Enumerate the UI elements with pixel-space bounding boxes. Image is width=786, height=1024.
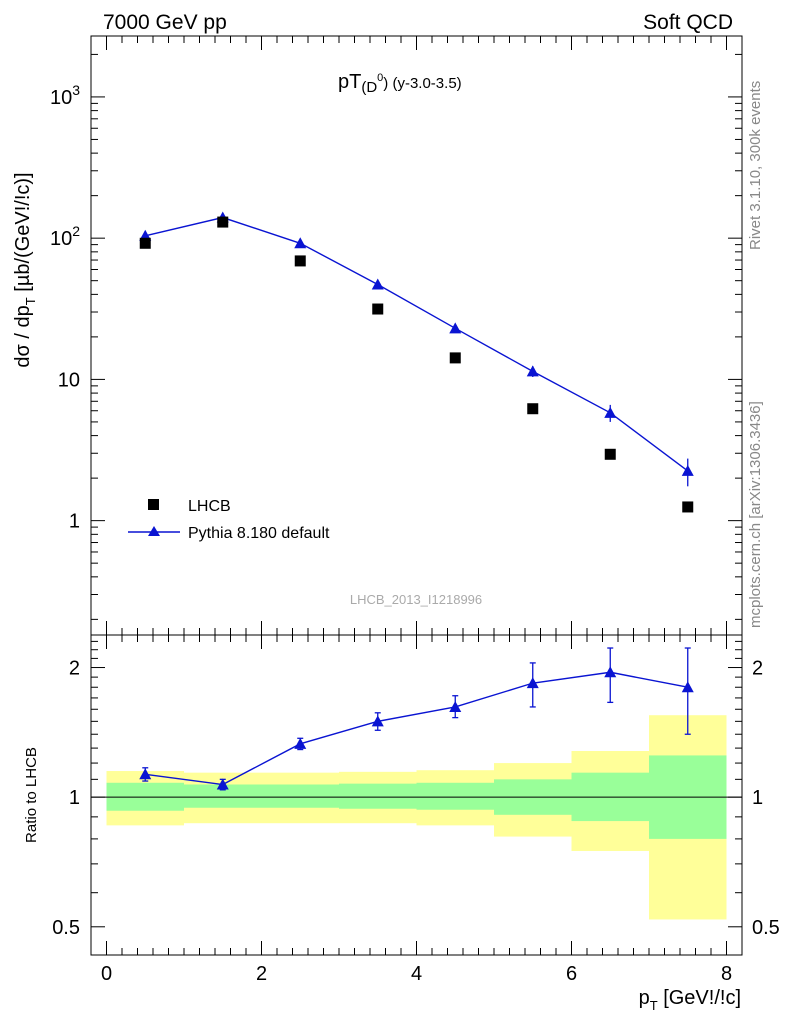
- mc-point: [604, 406, 617, 418]
- data-point: [527, 403, 539, 415]
- legend-label-data: LHCB: [188, 498, 231, 515]
- main-y-tick-label: 1: [69, 511, 80, 533]
- x-tick-label: 2: [256, 963, 267, 985]
- data-point: [217, 216, 229, 228]
- source-label: mcplots.cern.ch [arXiv:1306.3436]: [747, 401, 764, 628]
- ratio-point: [681, 681, 694, 693]
- main-data-layer: [139, 211, 694, 513]
- main-y-tick-label: 103: [50, 82, 80, 109]
- tick-exponent: 3: [72, 82, 80, 98]
- mc-point: [526, 365, 539, 377]
- data-point: [449, 352, 461, 364]
- x-tick-label: 6: [566, 963, 577, 985]
- ratio-mc-line: [145, 671, 688, 786]
- ratio-point: [604, 666, 617, 678]
- legend-marker-data: [148, 499, 159, 510]
- ratio-y-axis-label: Ratio to LHCB: [23, 747, 40, 843]
- mc-point: [449, 322, 462, 334]
- main-y-axis-label: dσ / dpT [µb/(GeV!/!c)]: [12, 172, 38, 367]
- plot-title: pT(D0) (y-3.0-3.5): [338, 71, 462, 96]
- ratio-band-inner: [416, 782, 494, 810]
- legend: LHCB Pythia 8.180 default: [128, 498, 330, 542]
- plot-title-sub: (D: [361, 79, 377, 96]
- header-left: 7000 GeV pp: [103, 11, 227, 34]
- tick-exponent: 2: [72, 223, 80, 239]
- header-right: Soft QCD: [643, 11, 733, 34]
- x-tick-label: 8: [721, 963, 732, 985]
- data-point: [604, 448, 616, 460]
- data-point: [294, 255, 306, 267]
- tick-base: 10: [50, 87, 72, 109]
- plot-title-main: pT: [338, 71, 361, 93]
- ratio-axis-ticks: 0.5 0.5 1 1 2 2 0 2 4 6 8: [52, 635, 780, 985]
- plot-title-close: ): [383, 75, 388, 92]
- tick-base: 10: [50, 228, 72, 250]
- data-point: [682, 501, 694, 513]
- main-y-tick-label: 10: [58, 369, 80, 391]
- x-axis-label: pT [GeV!/!c]: [639, 987, 741, 1013]
- ratio-point: [371, 715, 384, 727]
- ratio-y-tick-label-left: 2: [69, 658, 80, 680]
- ratio-plot-panel: 0.5 0.5 1 1 2 2 0 2 4 6 8: [52, 634, 780, 985]
- mc-line: [145, 216, 689, 472]
- main-y-tick-label: 102: [50, 223, 80, 250]
- ratio-y-tick-label-right: 1: [752, 787, 763, 809]
- ratio-y-tick-label-right: 2: [752, 658, 763, 680]
- ratio-y-tick-label-left: 1: [69, 787, 80, 809]
- ratio-band-inner: [261, 784, 339, 808]
- data-point: [372, 303, 384, 315]
- analysis-id: LHCB_2013_I1218996: [350, 592, 482, 607]
- ratio-point: [139, 768, 152, 780]
- ratio-point: [449, 700, 462, 712]
- ratio-band-inner: [184, 784, 262, 808]
- rivet-label: Rivet 3.1.10, 300k events: [747, 81, 764, 250]
- plot-title-range: (y-3.0-3.5): [392, 75, 461, 92]
- plot-title-sup: 0: [377, 72, 383, 84]
- legend-marker-mc: [148, 526, 160, 536]
- mc-point: [371, 278, 384, 290]
- main-frame: [90, 35, 743, 636]
- x-tick-label: 0: [101, 963, 112, 985]
- ratio-y-tick-label-left: 0.5: [52, 917, 80, 939]
- mc-point: [681, 464, 694, 476]
- legend-label-mc: Pythia 8.180 default: [188, 525, 330, 542]
- data-point: [139, 237, 151, 249]
- ratio-band-inner: [339, 783, 417, 809]
- ratio-point: [526, 677, 539, 689]
- ratio-point: [294, 737, 307, 749]
- x-tick-label: 4: [411, 963, 422, 985]
- ratio-y-tick-label-right: 0.5: [752, 917, 780, 939]
- ratio-point: [216, 778, 229, 790]
- ratio-data-layer: [139, 647, 694, 791]
- ratio-uncertainty-bands: [91, 715, 742, 920]
- mc-point: [294, 237, 307, 249]
